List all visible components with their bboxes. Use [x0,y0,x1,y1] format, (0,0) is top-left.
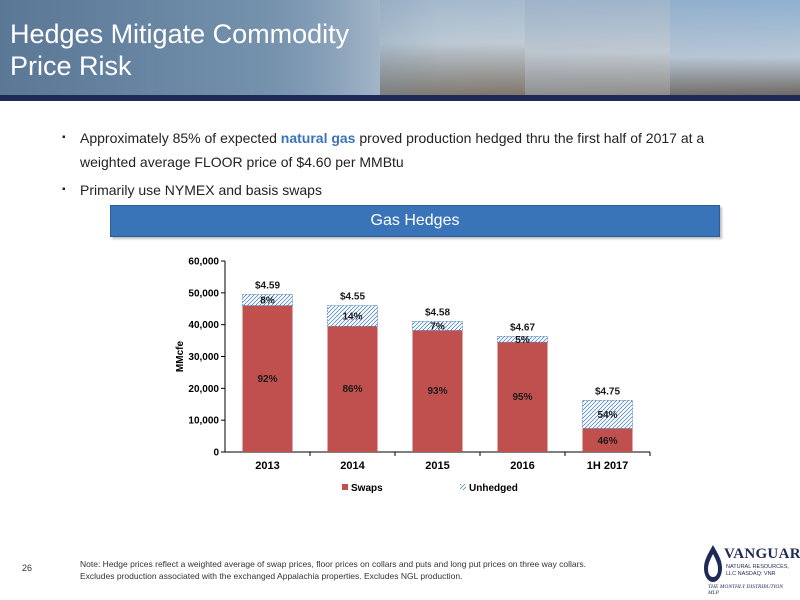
unhedged-pct-label: 7% [430,321,445,332]
bullet-item: ▪ Approximately 85% of expected natural … [62,126,762,174]
price-label: $4.58 [425,307,450,318]
slide-title: Hedges Mitigate Commodity Price Risk [10,18,390,82]
legend-unhedged-label: Unhedged [469,483,518,494]
swaps-pct-label: 46% [597,436,617,447]
swaps-bar [497,342,548,452]
legend-swaps-swatch [342,484,348,490]
swaps-pct-label: 92% [257,374,277,385]
slide-title-line1: Hedges Mitigate Commodity [10,19,350,49]
swaps-bar [242,305,293,452]
logo-drop-icon [704,545,722,582]
legend-swaps-label: Swaps [351,483,383,494]
swaps-bar [582,428,633,452]
unhedged-pct-label: 54% [597,410,617,421]
y-tick-label: 30,000 [188,352,219,363]
price-label: $4.67 [510,322,535,333]
price-label: $4.59 [255,280,280,291]
unhedged-bar [327,305,378,327]
unhedged-bar [242,294,293,306]
gas-hedges-chart: 0 10,000 20,000 30,000 40,000 50,000 60,000 MMc… [175,257,651,494]
price-label: $4.55 [340,292,365,303]
x-tick-label: 2016 [510,460,534,472]
swaps-bar [412,330,463,452]
bullet-highlight: natural gas [280,130,356,146]
y-axis-label: MMcfe [175,341,186,373]
y-tick-label: 10,000 [188,416,219,427]
x-tick-label: 1H 2017 [587,460,629,472]
legend-unhedged-swatch [460,484,466,490]
swaps-bar [327,326,378,452]
y-tick-label: 60,000 [188,257,219,268]
logo-subtitle: NATURAL RESOURCES, LLC NASDAQ: VNR [726,564,789,577]
bullet-square-icon: ▪ [62,132,66,143]
unhedged-pct-label: 14% [342,311,362,322]
x-tick-label: 2015 [425,460,449,472]
x-tick-label: 2013 [255,460,279,472]
swaps-pct-label: 93% [427,386,447,397]
unhedged-pct-label: 5% [515,335,530,346]
footnote-line1: Note: Hedge prices reflect a weighted av… [80,559,587,569]
y-tick-label: 50,000 [188,288,219,299]
footnote: Note: Hedge prices reflect a weighted av… [80,558,640,582]
bullet-square-icon: ▪ [62,184,66,195]
logo-wordmark: VANGUARD [724,546,800,562]
bullet-item: ▪ Primarily use NYMEX and basis swaps [62,178,762,202]
page-number: 26 [22,563,33,573]
y-tick-label: 0 [213,448,219,459]
y-tick-label: 20,000 [188,384,219,395]
y-tick-label: 40,000 [188,320,219,331]
bullet-text-post: proved production hedged thru the first … [80,130,705,170]
company-logo: VANGUARD NATURAL RESOURCES, LLC NASDAQ: … [700,542,800,596]
unhedged-bar [412,321,463,331]
header-banner: Hedges Mitigate Commodity Price Risk [0,0,800,95]
unhedged-bar [582,400,633,429]
logo-tagline: THE MONTHLY DISTRIBUTION MLP [708,584,784,596]
swaps-pct-label: 86% [342,384,362,395]
swaps-pct-label: 95% [512,392,532,403]
header-divider [0,95,800,101]
bullet-text-pre: Approximately 85% of expected [80,130,281,146]
bullet-list: ▪ Approximately 85% of expected natural … [62,126,762,206]
unhedged-bar [497,336,548,343]
price-label: $4.75 [595,386,620,397]
bullet-text: Primarily use NYMEX and basis swaps [80,182,322,198]
header-overlay [0,0,800,95]
footnote-line2: Excludes production associated with the … [80,571,463,581]
chart-heading: Gas Hedges [110,205,720,237]
x-tick-label: 2014 [340,460,365,472]
slide-title-line2: Price Risk [10,51,132,81]
unhedged-pct-label: 8% [260,295,275,306]
